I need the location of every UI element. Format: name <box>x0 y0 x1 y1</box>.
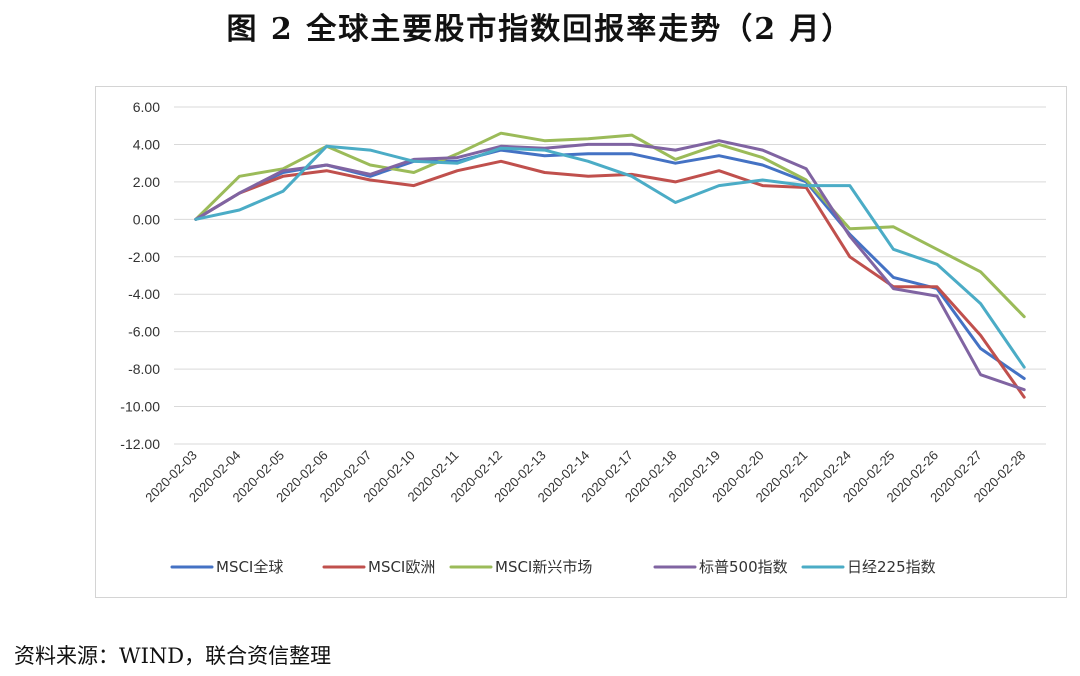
y-tick-label: 0.00 <box>133 211 160 227</box>
gridlines <box>174 106 1046 445</box>
legend: MSCI全球 MSCI欧洲 MSCI新兴市场 标普500指数 日经225指数 <box>170 558 936 576</box>
y-tick-label: -6.00 <box>128 324 160 340</box>
figure-title: 图 2 全球主要股市指数回报率走势（2 月） <box>226 12 854 47</box>
x-axis-ticks: 2020-02-032020-02-042020-02-052020-02-06… <box>142 448 1028 506</box>
legend-entry-label: MSCI欧洲 <box>368 558 435 576</box>
line-chart: 6.00 4.00 2.00 0.00 -2.00 -4.00 -6.00 -8.00 -10.… <box>120 99 1046 576</box>
y-tick-label: 6.00 <box>133 99 160 115</box>
legend-entry-label: MSCI新兴市场 <box>495 558 592 576</box>
series-lines <box>194 131 1026 399</box>
legend-entry-label: MSCI全球 <box>216 558 283 576</box>
y-tick-label: 4.00 <box>133 136 160 152</box>
y-tick-label: -12.00 <box>120 436 160 452</box>
y-tick-label: -8.00 <box>128 361 160 377</box>
series-line <box>194 144 1026 369</box>
y-tick-label: -10.00 <box>120 399 160 415</box>
series-line <box>194 148 1026 380</box>
legend-entry-label: 日经225指数 <box>847 558 936 576</box>
y-tick-label: -2.00 <box>128 249 160 265</box>
source-note: 资料来源：WIND，联合资信整理 <box>14 644 332 668</box>
y-tick-label: -4.00 <box>128 286 160 302</box>
chart-frame <box>95 86 1067 598</box>
y-tick-label: 2.00 <box>133 174 160 190</box>
y-axis-ticks: 6.00 4.00 2.00 0.00 -2.00 -4.00 -6.00 -8.00 -10.… <box>120 99 160 452</box>
legend-entry-label: 标普500指数 <box>699 558 788 576</box>
series-line <box>194 139 1026 392</box>
series-line <box>194 131 1026 319</box>
